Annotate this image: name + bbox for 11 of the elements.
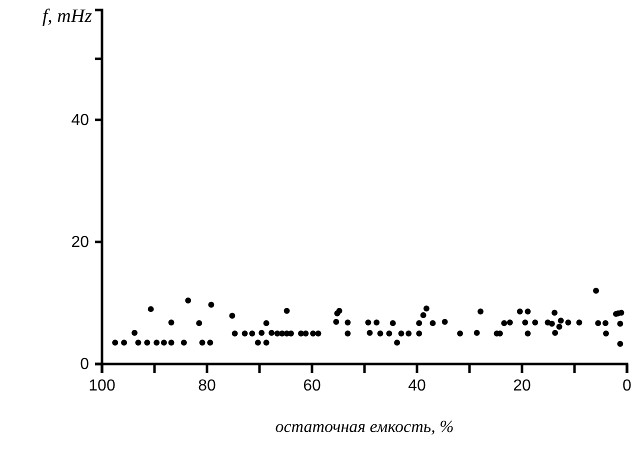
y-tick-label: 40 <box>71 112 90 129</box>
y-tick-label: 20 <box>71 234 90 252</box>
x-tick-label: 60 <box>303 377 321 394</box>
y-axis-title: f, mHz <box>42 6 93 27</box>
x-tick-label: 80 <box>198 377 216 394</box>
y-tick-label: 0 <box>80 356 90 374</box>
x-tick-label: 100 <box>88 377 116 394</box>
x-tick-label: 40 <box>408 377 426 394</box>
x-axis-title: остаточная емкость, % <box>275 417 454 436</box>
x-tick-label: 20 <box>513 377 531 394</box>
x-tick-label: 0 <box>622 377 632 394</box>
